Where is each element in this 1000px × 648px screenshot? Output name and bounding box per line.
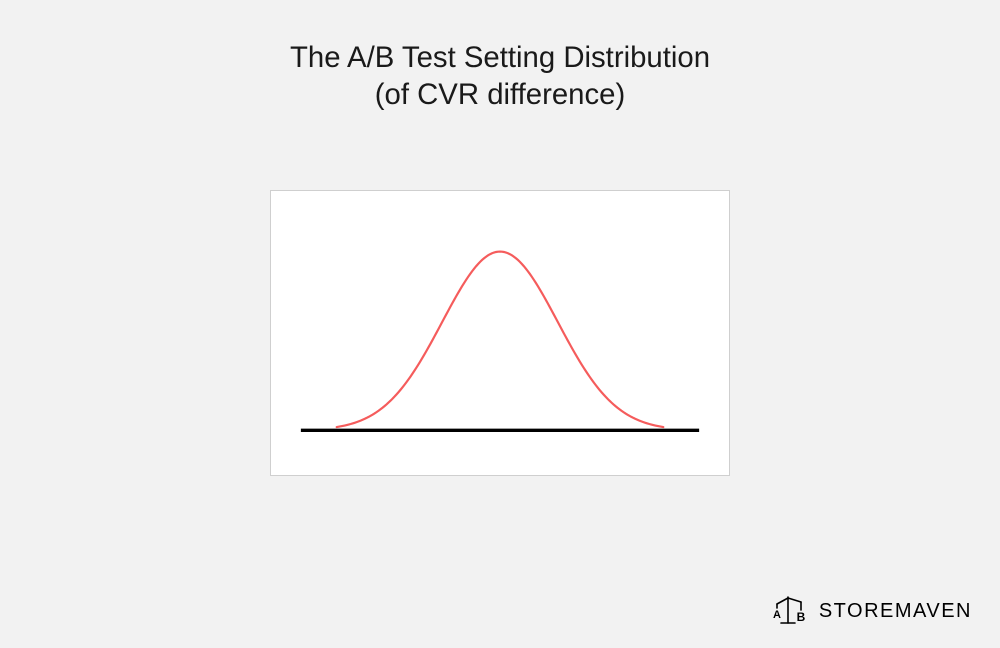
svg-text:B: B [796, 610, 805, 624]
svg-text:A: A [773, 609, 781, 621]
page-root: The A/B Test Setting Distribution (of CV… [0, 0, 1000, 648]
chart-panel [270, 190, 730, 476]
chart-title: The A/B Test Setting Distribution (of CV… [0, 40, 1000, 113]
bell-curve [337, 252, 664, 427]
distribution-chart [271, 191, 729, 475]
brand-text: STOREMAVEN [819, 600, 972, 623]
chart-title-line-1: The A/B Test Setting Distribution [0, 40, 1000, 77]
storemaven-icon: A B [771, 594, 809, 628]
chart-title-line-2: (of CVR difference) [0, 77, 1000, 114]
brand-logo: A B STOREMAVEN [771, 594, 972, 628]
